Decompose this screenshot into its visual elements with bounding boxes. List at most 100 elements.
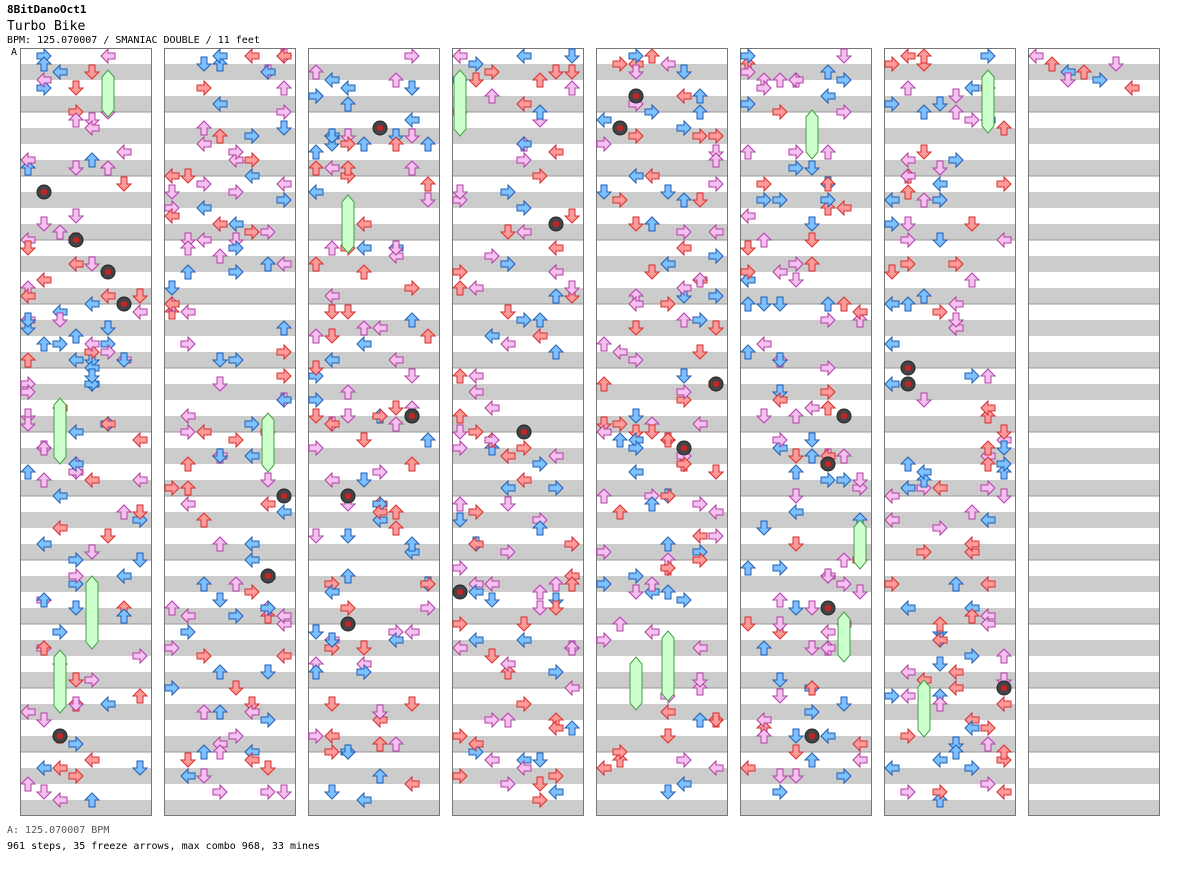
step-arrow [68,455,84,473]
step-arrow [691,712,709,728]
step-arrow [548,479,564,497]
step-arrow [340,135,356,153]
step-arrow [996,783,1012,801]
step-arrow [740,47,756,65]
beat-stripe [1028,128,1160,144]
step-arrow [244,127,260,145]
step-arrow [403,368,421,384]
step-arrow [372,407,388,425]
step-arrow [211,664,229,680]
step-arrow [979,408,997,424]
freeze-arrow [453,69,467,137]
step-arrow [771,768,789,784]
step-arrow [372,503,388,521]
step-arrow [516,199,532,217]
beat-stripe [1028,736,1160,752]
beat-stripe [596,288,728,304]
step-arrow [820,359,836,377]
beat-stripe [452,256,584,272]
step-arrow [324,159,340,177]
step-arrow [83,544,101,560]
step-arrow [707,152,725,168]
step-arrow [387,736,405,752]
measure-column [308,48,440,816]
step-arrow [468,383,484,401]
step-arrow [84,671,100,689]
step-arrow [212,215,228,233]
step-arrow [835,696,853,712]
step-arrow [132,471,148,489]
step-arrow [68,551,84,569]
step-arrow [68,351,84,369]
step-arrow [548,263,564,281]
step-arrow [547,344,565,360]
step-arrow [820,383,836,401]
step-arrow [932,631,948,649]
step-arrow [68,567,84,585]
step-arrow [100,415,116,433]
step-arrow [644,167,660,185]
step-arrow [324,743,340,761]
step-arrow [739,344,757,360]
step-arrow [803,448,821,464]
step-arrow [660,55,676,73]
beat-stripe [884,448,1016,464]
step-arrow [307,624,325,640]
mine-core [105,269,111,275]
beat-stripe [452,64,584,80]
step-arrow [516,151,532,169]
step-arrow [339,408,357,424]
step-arrow [756,175,772,193]
beat-stripe [740,768,872,784]
step-arrow [900,599,916,617]
step-arrow [547,64,565,80]
beat-stripe [1028,64,1160,80]
step-arrow [452,639,468,657]
step-arrow [323,784,341,800]
step-arrow [1124,79,1140,97]
step-arrow [611,504,629,520]
beat-stripe [308,224,440,240]
step-arrow [659,728,677,744]
measure-column [20,48,152,816]
step-arrow [915,472,933,488]
mine-core [457,589,463,595]
step-arrow [323,632,341,648]
step-arrow [660,487,676,505]
step-arrow [68,735,84,753]
step-arrow [132,647,148,665]
step-arrow [612,743,628,761]
step-arrow [36,759,52,777]
beat-stripe [596,512,728,528]
step-arrow [611,752,629,768]
step-arrow [307,160,325,176]
step-arrow [740,63,756,81]
step-arrow [900,783,916,801]
freeze-arrow [837,611,851,663]
beat-stripe [884,480,1016,496]
step-arrow [531,584,549,600]
step-arrow [628,567,644,585]
step-arrow [164,167,180,185]
step-arrow [468,735,484,753]
step-arrow [196,423,212,441]
step-arrow [355,264,373,280]
step-arrow [244,151,260,169]
step-arrow [787,448,805,464]
step-arrow [819,568,837,584]
step-arrow [803,680,821,696]
step-arrow [884,95,900,113]
step-arrow [916,543,932,561]
step-arrow [788,255,804,273]
step-arrow [659,784,677,800]
step-arrow [404,47,420,65]
beat-stripe [452,576,584,592]
step-arrow [755,232,773,248]
beat-stripe [740,320,872,336]
beat-stripe [1028,96,1160,112]
step-arrow [228,351,244,369]
beat-stripe [1028,224,1160,240]
step-arrow [755,408,773,424]
step-arrow [308,183,324,201]
step-arrow [675,192,693,208]
